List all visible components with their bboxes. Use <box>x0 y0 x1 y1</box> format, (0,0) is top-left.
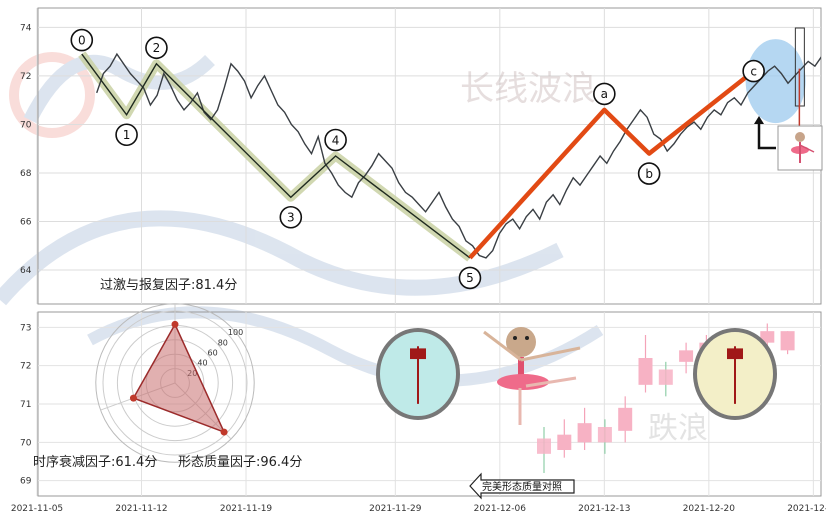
x-tick-label: 2021-12-06 <box>474 504 527 514</box>
x-tick-label: 2021-11-19 <box>220 504 273 514</box>
zoom-candle-body <box>727 348 743 360</box>
wave-node: 2 <box>145 36 168 60</box>
candle <box>537 427 551 473</box>
radar-tick: 100 <box>228 328 243 337</box>
candle <box>577 407 592 450</box>
x-axis-ticks: 2021-11-05 2021-11-12 2021-11-19 2021-11-29… <box>11 504 826 514</box>
wave-node-label: 0 <box>78 33 86 47</box>
wave-node: b <box>637 162 661 185</box>
wave-node-label: 5 <box>466 271 474 285</box>
x-tick-label: 2021-11-05 <box>11 504 63 514</box>
candle-body <box>780 331 795 351</box>
watermark-text-bottom: 跌浪 <box>648 411 708 446</box>
candle <box>557 419 572 458</box>
compare-button-label[interactable]: 完美形态质量对照 <box>482 480 562 493</box>
price-y-tick: 70 <box>20 120 32 130</box>
x-tick-label: 2021-11-29 <box>369 504 422 514</box>
x-tick-label: 2021-12-13 <box>578 504 630 514</box>
wave-node: 0 <box>70 28 94 52</box>
price-y-tick: 64 <box>20 266 32 276</box>
candle-body <box>618 407 633 431</box>
radar-factor-label: 过激与报复因子:81.4分 <box>100 278 237 293</box>
price-y-ticks: 74 72 70 68 66 64 <box>20 23 32 276</box>
wave-node-label: b <box>645 167 653 181</box>
candle-body <box>537 438 551 454</box>
candle <box>658 361 673 397</box>
candle <box>780 331 795 355</box>
radar-tick: 40 <box>197 359 207 368</box>
wave-node-label: 2 <box>153 41 161 55</box>
highlight-ellipse <box>745 39 806 124</box>
wave-node-label: 3 <box>287 211 295 225</box>
wave-node: 4 <box>324 128 347 152</box>
connector-arrow-head <box>754 116 764 124</box>
candle-y-ticks: 73 72 71 70 69 <box>20 323 32 486</box>
price-y-tick: 66 <box>20 218 32 228</box>
x-tick-label: 2021-12-27 <box>787 504 826 514</box>
candle-body <box>679 350 694 362</box>
price-line <box>96 52 821 259</box>
zoom-candle-body <box>410 348 426 360</box>
wave-node: 1 <box>115 123 138 147</box>
radar-factor-label: 形态质量因子:96.4分 <box>178 455 302 470</box>
highlight-region <box>745 39 806 124</box>
candle-body <box>760 331 775 343</box>
zoom-circle-left <box>376 328 460 420</box>
dancer-thumbnail <box>777 125 823 171</box>
x-tick-label: 2021-11-12 <box>115 504 167 514</box>
wave-node-label: 4 <box>332 133 340 147</box>
radar-point <box>171 320 179 328</box>
wave-node-label: c <box>750 64 757 78</box>
candle-body <box>597 427 612 443</box>
impulse-wave-line <box>81 53 471 259</box>
wave-node-label: a <box>601 87 608 101</box>
zoom-circle-right <box>693 328 777 420</box>
wave-node: 5 <box>458 266 482 290</box>
radar-point <box>220 428 228 436</box>
candle-body <box>577 423 592 443</box>
candle-y-tick: 72 <box>20 362 31 372</box>
wave-node: a <box>593 82 616 106</box>
wave-lines <box>81 53 756 260</box>
candle <box>638 335 653 393</box>
price-y-tick: 72 <box>20 72 31 82</box>
price-y-tick: 68 <box>20 169 32 179</box>
compare-button[interactable]: 完美形态质量对照 <box>469 472 575 500</box>
candle <box>679 342 694 374</box>
candle-y-tick: 71 <box>20 400 31 410</box>
corrective-wave-line <box>468 69 756 260</box>
watermark-text: 长线波浪 <box>460 69 596 109</box>
candle-y-tick: 73 <box>20 323 31 333</box>
candle-y-tick: 69 <box>20 477 32 487</box>
price-y-tick: 74 <box>20 23 32 33</box>
dancer-figure <box>483 327 581 425</box>
radar-tick: 80 <box>218 338 228 347</box>
wave-node: c <box>742 59 765 83</box>
wave-node: 3 <box>279 205 303 229</box>
wave-node-label: 1 <box>123 128 131 142</box>
candle-body <box>638 358 653 385</box>
radar-area <box>132 322 226 434</box>
candle-body <box>658 369 673 385</box>
candle-y-tick: 70 <box>20 438 32 448</box>
radar-chart: 20406080100过激与报复因子:81.4分时序衰减因子:61.4分形态质量… <box>33 278 302 470</box>
radar-tick: 60 <box>208 348 218 357</box>
radar-point <box>129 394 137 402</box>
wave-nodes: 0 1 2 3 4 5 a b c <box>70 28 765 290</box>
connector-arrow <box>757 118 776 150</box>
candle <box>618 396 633 443</box>
x-tick-label: 2021-12-20 <box>683 504 736 514</box>
radar-factor-label: 时序衰减因子:61.4分 <box>33 454 157 470</box>
zoom-circles <box>376 328 777 420</box>
candle <box>597 419 612 454</box>
current-marker <box>794 27 805 132</box>
candle-body <box>557 434 572 450</box>
